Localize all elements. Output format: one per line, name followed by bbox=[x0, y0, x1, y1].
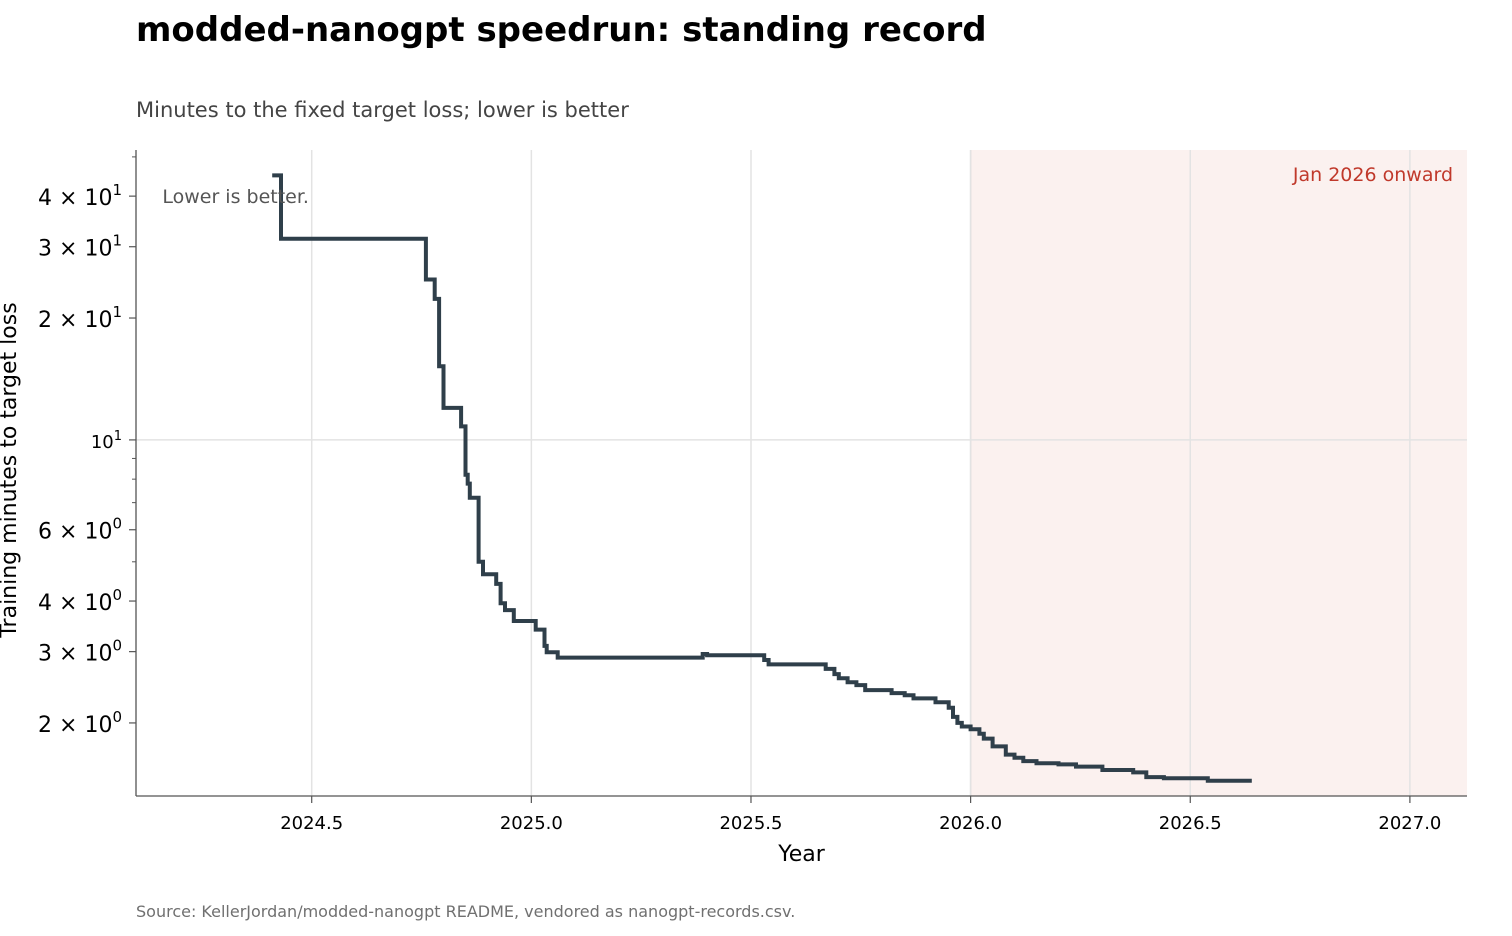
y-tick-label: 6 × 100 bbox=[38, 515, 122, 545]
y-tick-label: 4 × 101 bbox=[38, 181, 122, 211]
y-tick-label: 2 × 101 bbox=[38, 303, 122, 333]
y-axis-label: Training minutes to target loss bbox=[0, 302, 22, 638]
source-note: Source: KellerJordan/modded-nanogpt READ… bbox=[136, 902, 796, 921]
y-tick-label: 4 × 100 bbox=[38, 586, 122, 616]
y-tick-label: 101 bbox=[91, 429, 122, 453]
x-tick-label: 2025.5 bbox=[719, 813, 782, 834]
x-tick-label: 2026.5 bbox=[1159, 813, 1222, 834]
x-tick-label: 2026.0 bbox=[939, 813, 1002, 834]
x-axis-label: Year bbox=[777, 842, 826, 867]
axes-layer: 2024.5 2025.0 2025.5 2026.0 2026.5 2027.0 2 × … bbox=[38, 150, 1467, 834]
record-step-line bbox=[272, 173, 1252, 783]
chart-subtitle: Minutes to the fixed target loss; lower … bbox=[136, 98, 629, 122]
shaded-region bbox=[970, 150, 1467, 796]
grid-layer bbox=[136, 150, 1467, 796]
x-tick-label: 2024.5 bbox=[280, 813, 343, 834]
y-tick-label: 3 × 100 bbox=[38, 637, 122, 667]
shaded-region-label: Jan 2026 onward bbox=[1292, 164, 1453, 186]
shaded-region-layer bbox=[969, 150, 1467, 796]
y-tick-label: 2 × 100 bbox=[38, 708, 122, 738]
chart-annotation: Lower is better. bbox=[162, 186, 309, 208]
y-tick-label: 3 × 101 bbox=[38, 232, 122, 262]
x-tick-label: 2027.0 bbox=[1378, 813, 1441, 834]
series-layer bbox=[272, 173, 1252, 783]
chart-title: modded-nanogpt speedrun: standing record bbox=[136, 10, 987, 50]
x-tick-label: 2025.0 bbox=[500, 813, 563, 834]
